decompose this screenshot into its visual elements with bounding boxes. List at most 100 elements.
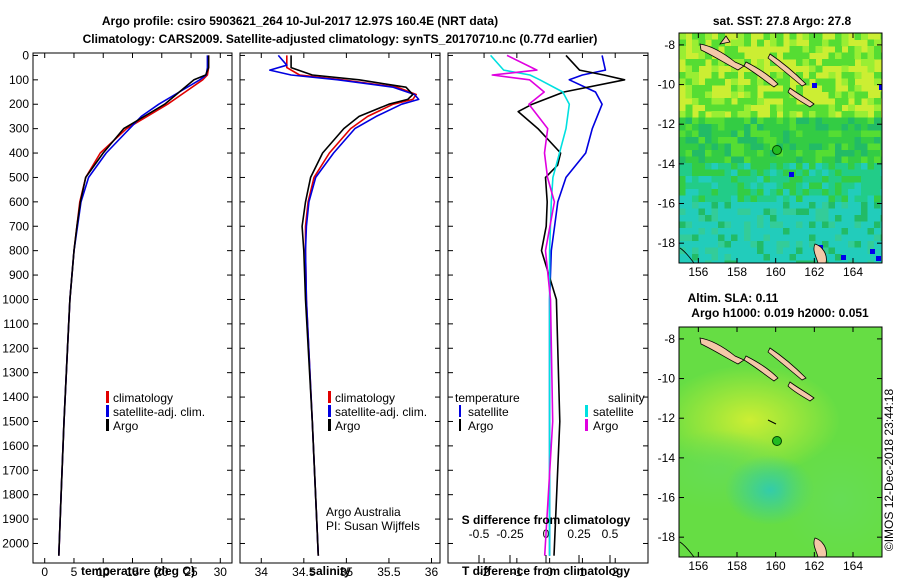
sst-cell <box>724 52 732 60</box>
sst-cell <box>711 111 719 118</box>
sst-cell <box>848 254 855 261</box>
series-argo <box>58 55 210 556</box>
sst-cell <box>711 124 719 131</box>
sst-cell <box>750 182 758 190</box>
sst-cell <box>789 104 797 112</box>
sst-cell <box>744 221 751 229</box>
temperature-profiles <box>58 55 210 556</box>
sst-cell <box>835 104 842 112</box>
sst-cell <box>737 33 745 40</box>
sst-cell <box>835 91 842 99</box>
sst-cell <box>685 260 693 263</box>
sst-cell <box>724 176 732 183</box>
sst-cell <box>828 117 836 125</box>
sst-cell <box>679 234 686 242</box>
sst-cell <box>757 98 764 105</box>
sst-cell <box>861 176 868 183</box>
sst-cell <box>861 150 868 157</box>
sst-cell <box>880 208 882 216</box>
sst-cell <box>848 221 855 229</box>
sst-cell <box>776 169 784 177</box>
depth-tick-label: 2000 <box>2 536 29 550</box>
sst-cell <box>848 202 855 209</box>
sst-cell <box>815 143 823 151</box>
sst-cell <box>705 254 712 261</box>
sst-cell <box>711 117 719 125</box>
sst-cell <box>822 182 829 190</box>
sst-cell <box>731 124 738 131</box>
sst-cell <box>828 254 836 261</box>
sst-cell <box>880 182 882 190</box>
sst-cell <box>685 195 693 203</box>
sst-cell <box>854 98 862 105</box>
sst-cell <box>724 241 732 248</box>
sst-cell <box>698 221 706 229</box>
x-tick-label: 34 <box>255 565 269 579</box>
legend-argo-s-label: Argo <box>593 419 619 433</box>
sst-cell <box>731 137 738 144</box>
sst-cell <box>802 221 810 229</box>
sst-cell <box>750 150 758 157</box>
sst-cell <box>763 241 771 248</box>
sst-cell <box>692 156 699 164</box>
sst-cell <box>718 234 725 242</box>
sst-cell <box>770 195 777 203</box>
sst-missing-cell <box>812 83 817 88</box>
sst-cell <box>867 163 875 170</box>
sst-cell <box>731 176 738 183</box>
sst-cell <box>718 241 725 248</box>
sst-cell <box>867 65 875 73</box>
sst-cell <box>867 221 875 229</box>
sst-cell <box>815 33 823 40</box>
sst-cell <box>744 98 751 105</box>
sst-cell <box>802 241 810 248</box>
sst-cell <box>880 215 882 222</box>
sst-cell <box>789 52 797 60</box>
difference-panel: -2 -1 0 1 2-0.5 -0.25 0 0.25 0.5 T difference fr… <box>447 52 649 579</box>
sst-cell <box>796 130 803 138</box>
sst-cell <box>796 221 803 229</box>
sst-cell <box>828 72 836 79</box>
sst-cell <box>692 195 699 203</box>
sst-cell <box>874 124 881 131</box>
sst-cell <box>776 208 784 216</box>
sst-cell <box>776 247 784 255</box>
lat-tick-label: -16 <box>658 197 676 211</box>
sst-cell <box>711 247 719 255</box>
sst-cell <box>724 215 732 222</box>
sst-cell <box>757 260 764 263</box>
x-tick-label: 20 <box>155 565 169 579</box>
sst-cell <box>809 117 816 125</box>
sst-cell <box>692 163 699 170</box>
sst-cell <box>724 254 732 261</box>
sla-map-islands <box>679 337 827 557</box>
sst-cell <box>724 195 732 203</box>
sst-cell <box>685 150 693 157</box>
sst-cell <box>770 202 777 209</box>
sst-cell <box>854 111 862 118</box>
sst-cell <box>698 85 706 92</box>
sst-cell <box>705 163 712 170</box>
sst-cell <box>835 189 842 196</box>
sst-cell <box>750 254 758 261</box>
sst-cell <box>698 247 706 255</box>
sst-cell <box>692 137 699 144</box>
sst-cell <box>841 169 849 177</box>
sst-cell <box>711 78 719 86</box>
sst-cell <box>828 260 836 263</box>
sst-cell <box>815 189 823 196</box>
sst-cell <box>841 59 849 66</box>
sst-cell <box>828 208 836 216</box>
sst-cell <box>828 202 836 209</box>
sst-cell <box>854 208 862 216</box>
sst-cell <box>705 169 712 177</box>
sst-cell <box>828 130 836 138</box>
sst-cell <box>705 234 712 242</box>
sst-cell <box>822 156 829 164</box>
sst-cell <box>828 156 836 164</box>
lat-tick-label: -14 <box>658 451 676 465</box>
sst-cell <box>861 59 868 66</box>
sst-cell <box>841 208 849 216</box>
sst-cell <box>874 189 881 196</box>
legend-argo-s-swatch <box>585 419 588 431</box>
